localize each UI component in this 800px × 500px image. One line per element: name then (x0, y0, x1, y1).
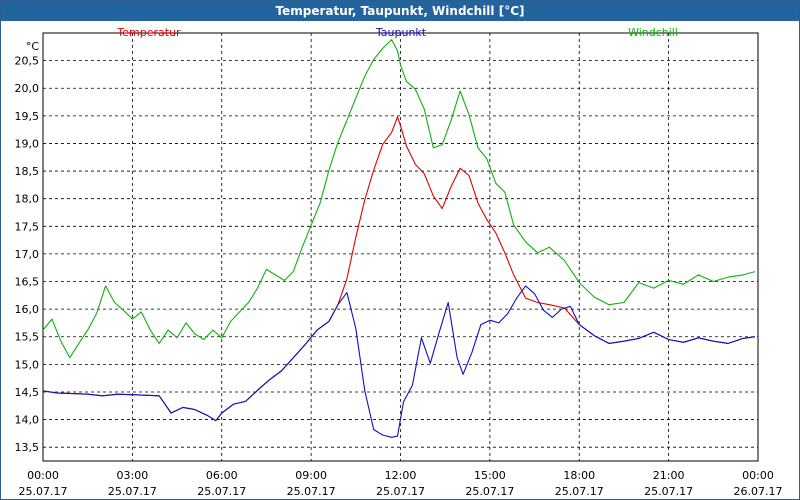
y-tick-label: 17,0 (15, 248, 40, 261)
legend: Temperatur Taupunkt Windchill (116, 26, 678, 39)
series-lines (42, 39, 756, 438)
x-tick-date: 25.07.17 (376, 485, 425, 498)
chart-title-bar: Temperatur, Taupunkt, Windchill [°C] (1, 1, 799, 21)
y-axis-labels: 13,5 14,0 14,5 15,0 15,5 16,0 16,5 17,0 17,5 18,0… (15, 55, 40, 455)
x-tick-date: 26.07.17 (734, 485, 783, 498)
y-tick-label: 14,0 (15, 414, 40, 427)
x-tick-time: 00:00 (27, 469, 59, 482)
x-tick-date: 25.07.17 (108, 485, 157, 498)
x-tick-date: 25.07.17 (197, 485, 246, 498)
y-tick-label: 19,0 (15, 137, 40, 150)
y-tick-label: 16,5 (15, 276, 40, 289)
series-line-windchill (42, 39, 756, 359)
y-tick-label: 18,0 (15, 193, 40, 206)
y-tick-label: 20,5 (15, 55, 40, 68)
legend-windchill: Windchill (628, 26, 678, 39)
x-axis-labels: 00:00 25.07.17 03:00 25.07.17 06:00 25.07.17 0… (19, 469, 783, 498)
plot-area (42, 32, 759, 462)
x-tick-date: 25.07.17 (555, 485, 604, 498)
x-tick-time: 00:00 (742, 469, 774, 482)
legend-taupunkt: Taupunkt (375, 26, 427, 39)
chart-canvas: 13,5 14,0 14,5 15,0 15,5 16,0 16,5 17,0 17,5 18,0… (15, 26, 783, 498)
y-tick-label: 13,5 (15, 441, 40, 454)
x-tick-date: 25.07.17 (19, 485, 68, 498)
y-tick-label: 19,5 (15, 110, 40, 123)
x-tick-time: 03:00 (117, 469, 149, 482)
x-tick-time: 21:00 (653, 469, 685, 482)
y-tick-label: 15,5 (15, 331, 40, 344)
x-tick-date: 25.07.17 (465, 485, 514, 498)
x-tick-date: 25.07.17 (287, 485, 336, 498)
y-tick-label: 17,5 (15, 220, 40, 233)
x-tick-time: 12:00 (385, 469, 417, 482)
grid (43, 33, 758, 461)
x-tick-time: 06:00 (206, 469, 238, 482)
x-tick-time: 18:00 (563, 469, 595, 482)
y-axis-unit: °C (26, 40, 40, 53)
y-tick-label: 20,0 (15, 82, 40, 95)
x-tick-time: 15:00 (474, 469, 506, 482)
legend-temperatur: Temperatur (116, 26, 181, 39)
x-tick-date: 25.07.17 (644, 485, 693, 498)
x-tick-time: 09:00 (295, 469, 327, 482)
y-tick-label: 18,5 (15, 165, 40, 178)
plot-border (42, 32, 759, 462)
y-tick-label: 16,0 (15, 303, 40, 316)
series-line-taupunkt (42, 285, 756, 438)
y-tick-label: 15,0 (15, 358, 40, 371)
y-tick-label: 14,5 (15, 386, 40, 399)
